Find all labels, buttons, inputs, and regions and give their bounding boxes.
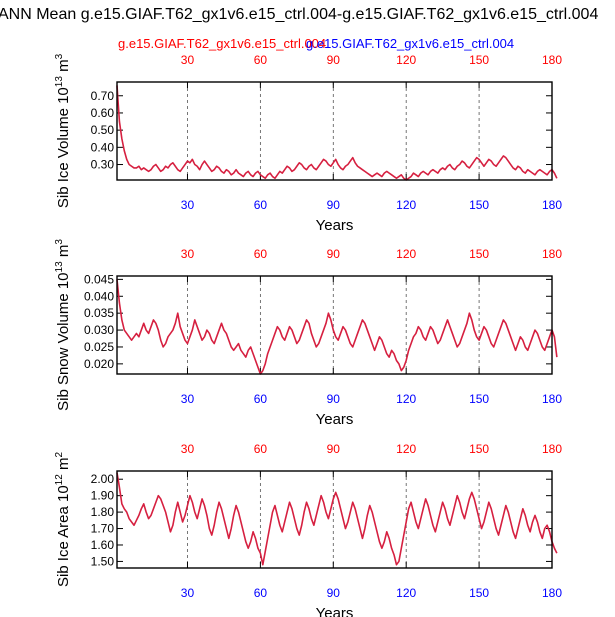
xtick-bottom-label: 120 — [396, 586, 416, 600]
xtick-bottom-label: 60 — [254, 586, 268, 600]
xtick-top-label: 180 — [542, 247, 562, 261]
xtick-top-label: 120 — [396, 442, 416, 456]
xtick-bottom-label: 90 — [327, 392, 341, 406]
xtick-bottom-label: 180 — [542, 392, 562, 406]
subtitle-case-right: g.e15.GIAF.T62_gx1v6.e15_ctrl.004 — [306, 36, 515, 51]
ytick-label: 0.30 — [91, 158, 115, 172]
plot-frame-1 — [116, 81, 553, 181]
series-line-1 — [116, 85, 558, 181]
y-axis-title-2: Sib Snow Volume 1013 m3 — [54, 239, 72, 411]
xtick-bottom-label: 60 — [254, 198, 268, 212]
ytick-label: 2.00 — [91, 472, 115, 486]
ytick-label: 0.025 — [84, 340, 114, 354]
ytick-label: 0.035 — [84, 306, 114, 320]
xtick-top-label: 150 — [469, 247, 489, 261]
xtick-top-label: 120 — [396, 53, 416, 67]
ytick-label: 1.50 — [91, 554, 115, 568]
xtick-bottom-label: 90 — [327, 586, 341, 600]
ytick-label: 1.90 — [91, 489, 115, 503]
xtick-top-label: 30 — [181, 247, 195, 261]
xtick-top-label: 90 — [327, 247, 341, 261]
xtick-top-label: 150 — [469, 53, 489, 67]
xtick-top-label: 150 — [469, 442, 489, 456]
xtick-bottom-label: 30 — [181, 586, 195, 600]
xtick-top-label: 30 — [181, 442, 195, 456]
plot-frame-2 — [116, 275, 553, 375]
ytick-label: 0.030 — [84, 323, 114, 337]
x-axis-title-2: Years — [316, 411, 354, 428]
ytick-label: 0.50 — [91, 123, 115, 137]
xtick-bottom-label: 150 — [469, 392, 489, 406]
ytick-label: 0.020 — [84, 357, 114, 371]
plot-frame-3 — [116, 470, 553, 569]
xtick-bottom-label: 120 — [396, 198, 416, 212]
series-line-2 — [116, 279, 558, 375]
x-axis-title-1: Years — [316, 217, 354, 234]
xtick-bottom-label: 30 — [181, 392, 195, 406]
xtick-top-label: 60 — [254, 442, 268, 456]
ytick-label: 1.60 — [91, 538, 115, 552]
xtick-top-label: 60 — [254, 53, 268, 67]
ytick-label: 0.045 — [84, 272, 114, 286]
xtick-bottom-label: 120 — [396, 392, 416, 406]
y-axis-title-3: Sib Ice Area 1012 m2 — [54, 452, 72, 588]
ytick-label: 1.70 — [91, 522, 115, 536]
ytick-label: 1.80 — [91, 505, 115, 519]
ytick-label: 0.70 — [91, 89, 115, 103]
xtick-top-label: 90 — [327, 442, 341, 456]
xtick-top-label: 90 — [327, 53, 341, 67]
xtick-top-label: 120 — [396, 247, 416, 261]
xtick-top-label: 180 — [542, 442, 562, 456]
xtick-bottom-label: 90 — [327, 198, 341, 212]
ytick-label: 0.60 — [91, 106, 115, 120]
y-axis-title-1: Sib Ice Volume 1013 m3 — [54, 53, 72, 208]
ytick-label: 0.40 — [91, 140, 115, 154]
subtitle-case-left: g.e15.GIAF.T62_gx1v6.e15_ctrl.004 — [118, 36, 327, 51]
xtick-bottom-label: 180 — [542, 198, 562, 212]
page-title: ANN Mean g.e15.GIAF.T62_gx1v6.e15_ctrl.0… — [0, 6, 599, 23]
series-line-3 — [116, 472, 558, 566]
xtick-bottom-label: 30 — [181, 198, 195, 212]
xtick-top-label: 30 — [181, 53, 195, 67]
xtick-bottom-label: 60 — [254, 392, 268, 406]
ytick-label: 0.040 — [84, 289, 114, 303]
xtick-top-label: 60 — [254, 247, 268, 261]
xtick-bottom-label: 150 — [469, 198, 489, 212]
xtick-bottom-label: 180 — [542, 586, 562, 600]
xtick-top-label: 180 — [542, 53, 562, 67]
xtick-bottom-label: 150 — [469, 586, 489, 600]
x-axis-title-3: Years — [316, 605, 354, 617]
